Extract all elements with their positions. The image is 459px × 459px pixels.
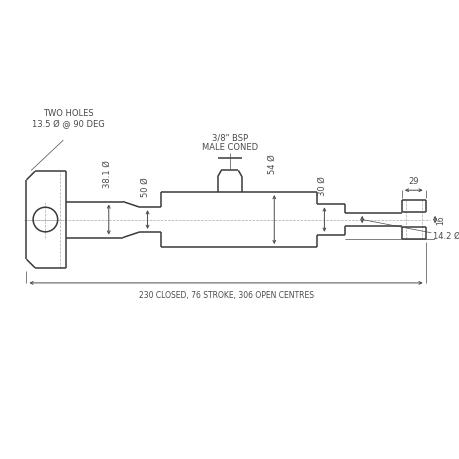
Text: 14.2 Ø: 14.2 Ø (432, 232, 459, 241)
Text: 230 CLOSED, 76 STROKE, 306 OPEN CENTRES: 230 CLOSED, 76 STROKE, 306 OPEN CENTRES (138, 290, 313, 299)
Text: TWO HOLES
13.5 Ø @ 90 DEG: TWO HOLES 13.5 Ø @ 90 DEG (32, 109, 104, 129)
Text: 30 Ø: 30 Ø (317, 176, 326, 196)
Text: 54 Ø: 54 Ø (267, 154, 276, 174)
Text: 29: 29 (408, 177, 418, 186)
Text: 38.1 Ø: 38.1 Ø (102, 160, 111, 188)
Text: 16: 16 (435, 215, 444, 225)
Text: 50 Ø: 50 Ø (141, 177, 150, 196)
Text: 3/8" BSP
MALE CONED: 3/8" BSP MALE CONED (202, 133, 257, 152)
